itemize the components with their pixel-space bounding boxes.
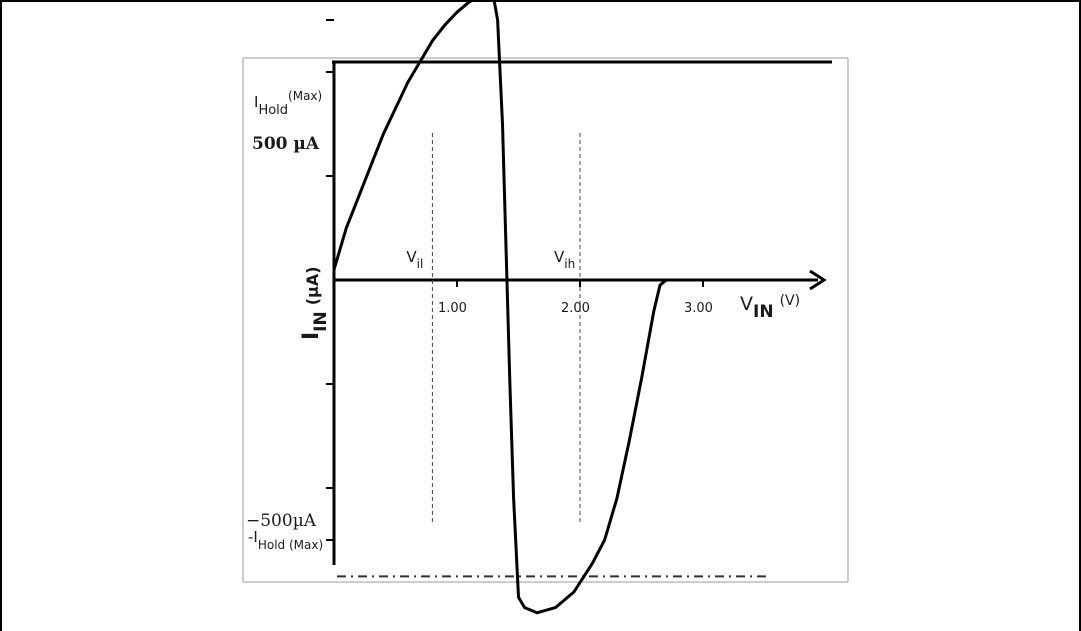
y-axis-title-sub: IN	[311, 311, 331, 332]
marker-label-main: V	[554, 248, 565, 266]
neg-ihold-max-label-sub: Hold (Max)	[258, 538, 323, 552]
neg-ihold-max-label: -IHold (Max)	[248, 528, 323, 552]
frame-right-border	[1079, 0, 1081, 631]
neg-ihold-max-label-main: -I	[248, 528, 258, 546]
x-axis-arrow	[809, 269, 827, 291]
x-tick-label: 3.00	[684, 301, 713, 316]
marker-label-vih: Vih	[554, 248, 575, 271]
frame-top-border	[0, 0, 1081, 2]
marker-label-vil: Vil	[406, 248, 423, 271]
ihold-max-label-main: I	[254, 93, 258, 111]
x-axis-title-main: V	[740, 293, 753, 315]
marker-label-main: V	[406, 248, 417, 266]
y-axis-title: IIN (µA)	[299, 266, 331, 340]
frame-left-border	[0, 0, 2, 631]
marker-label-sub: ih	[564, 257, 575, 271]
ihold-max-label-sup: (Max)	[288, 89, 322, 103]
ihold-max-label-sub: Hold	[258, 103, 288, 118]
x-tick-label: 2.00	[561, 301, 590, 316]
series-line	[332, 0, 668, 615]
x-axis-title-sub: IN	[753, 302, 774, 322]
ihold-max-label: IHold(Max)	[254, 89, 322, 118]
x-axis-title: VIN (V)	[740, 293, 800, 322]
y-bottom-value-label: −500µA	[246, 511, 317, 531]
y-axis-title-unit: (µA)	[303, 266, 322, 305]
x-tick-label: 1.00	[438, 301, 467, 316]
y-axis-title-main: I	[299, 332, 324, 340]
x-axis-title-unit: (V)	[780, 293, 801, 309]
marker-label-sub: il	[417, 257, 424, 271]
y-top-value-label: 500 µA	[252, 134, 320, 154]
